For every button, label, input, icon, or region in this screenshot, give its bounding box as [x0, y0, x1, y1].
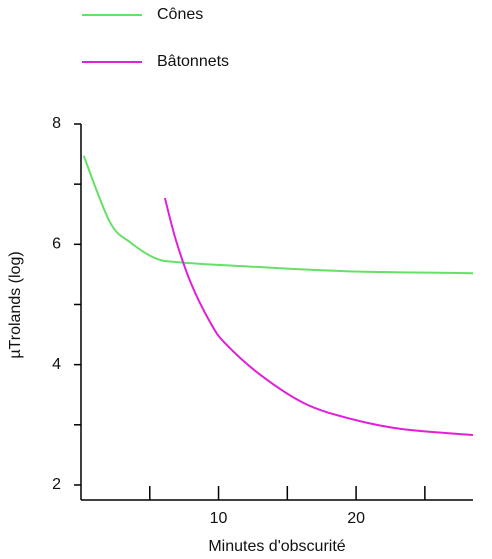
y-tick-label: 4: [52, 356, 61, 373]
legend-label: Cônes: [157, 6, 203, 23]
x-tick-label: 10: [210, 510, 228, 527]
y-tick-label: 6: [52, 236, 61, 253]
x-axis-label: Minutes d'obscurité: [208, 538, 345, 555]
legend-label: Bâtonnets: [157, 53, 229, 70]
x-tick-label: 20: [347, 510, 365, 527]
line-series: [82, 155, 474, 275]
y-axis-label: µTrolands (log): [7, 251, 24, 358]
y-tick-label: 2: [52, 476, 61, 493]
y-tick-label: 8: [52, 115, 61, 132]
line-series: [163, 197, 474, 437]
